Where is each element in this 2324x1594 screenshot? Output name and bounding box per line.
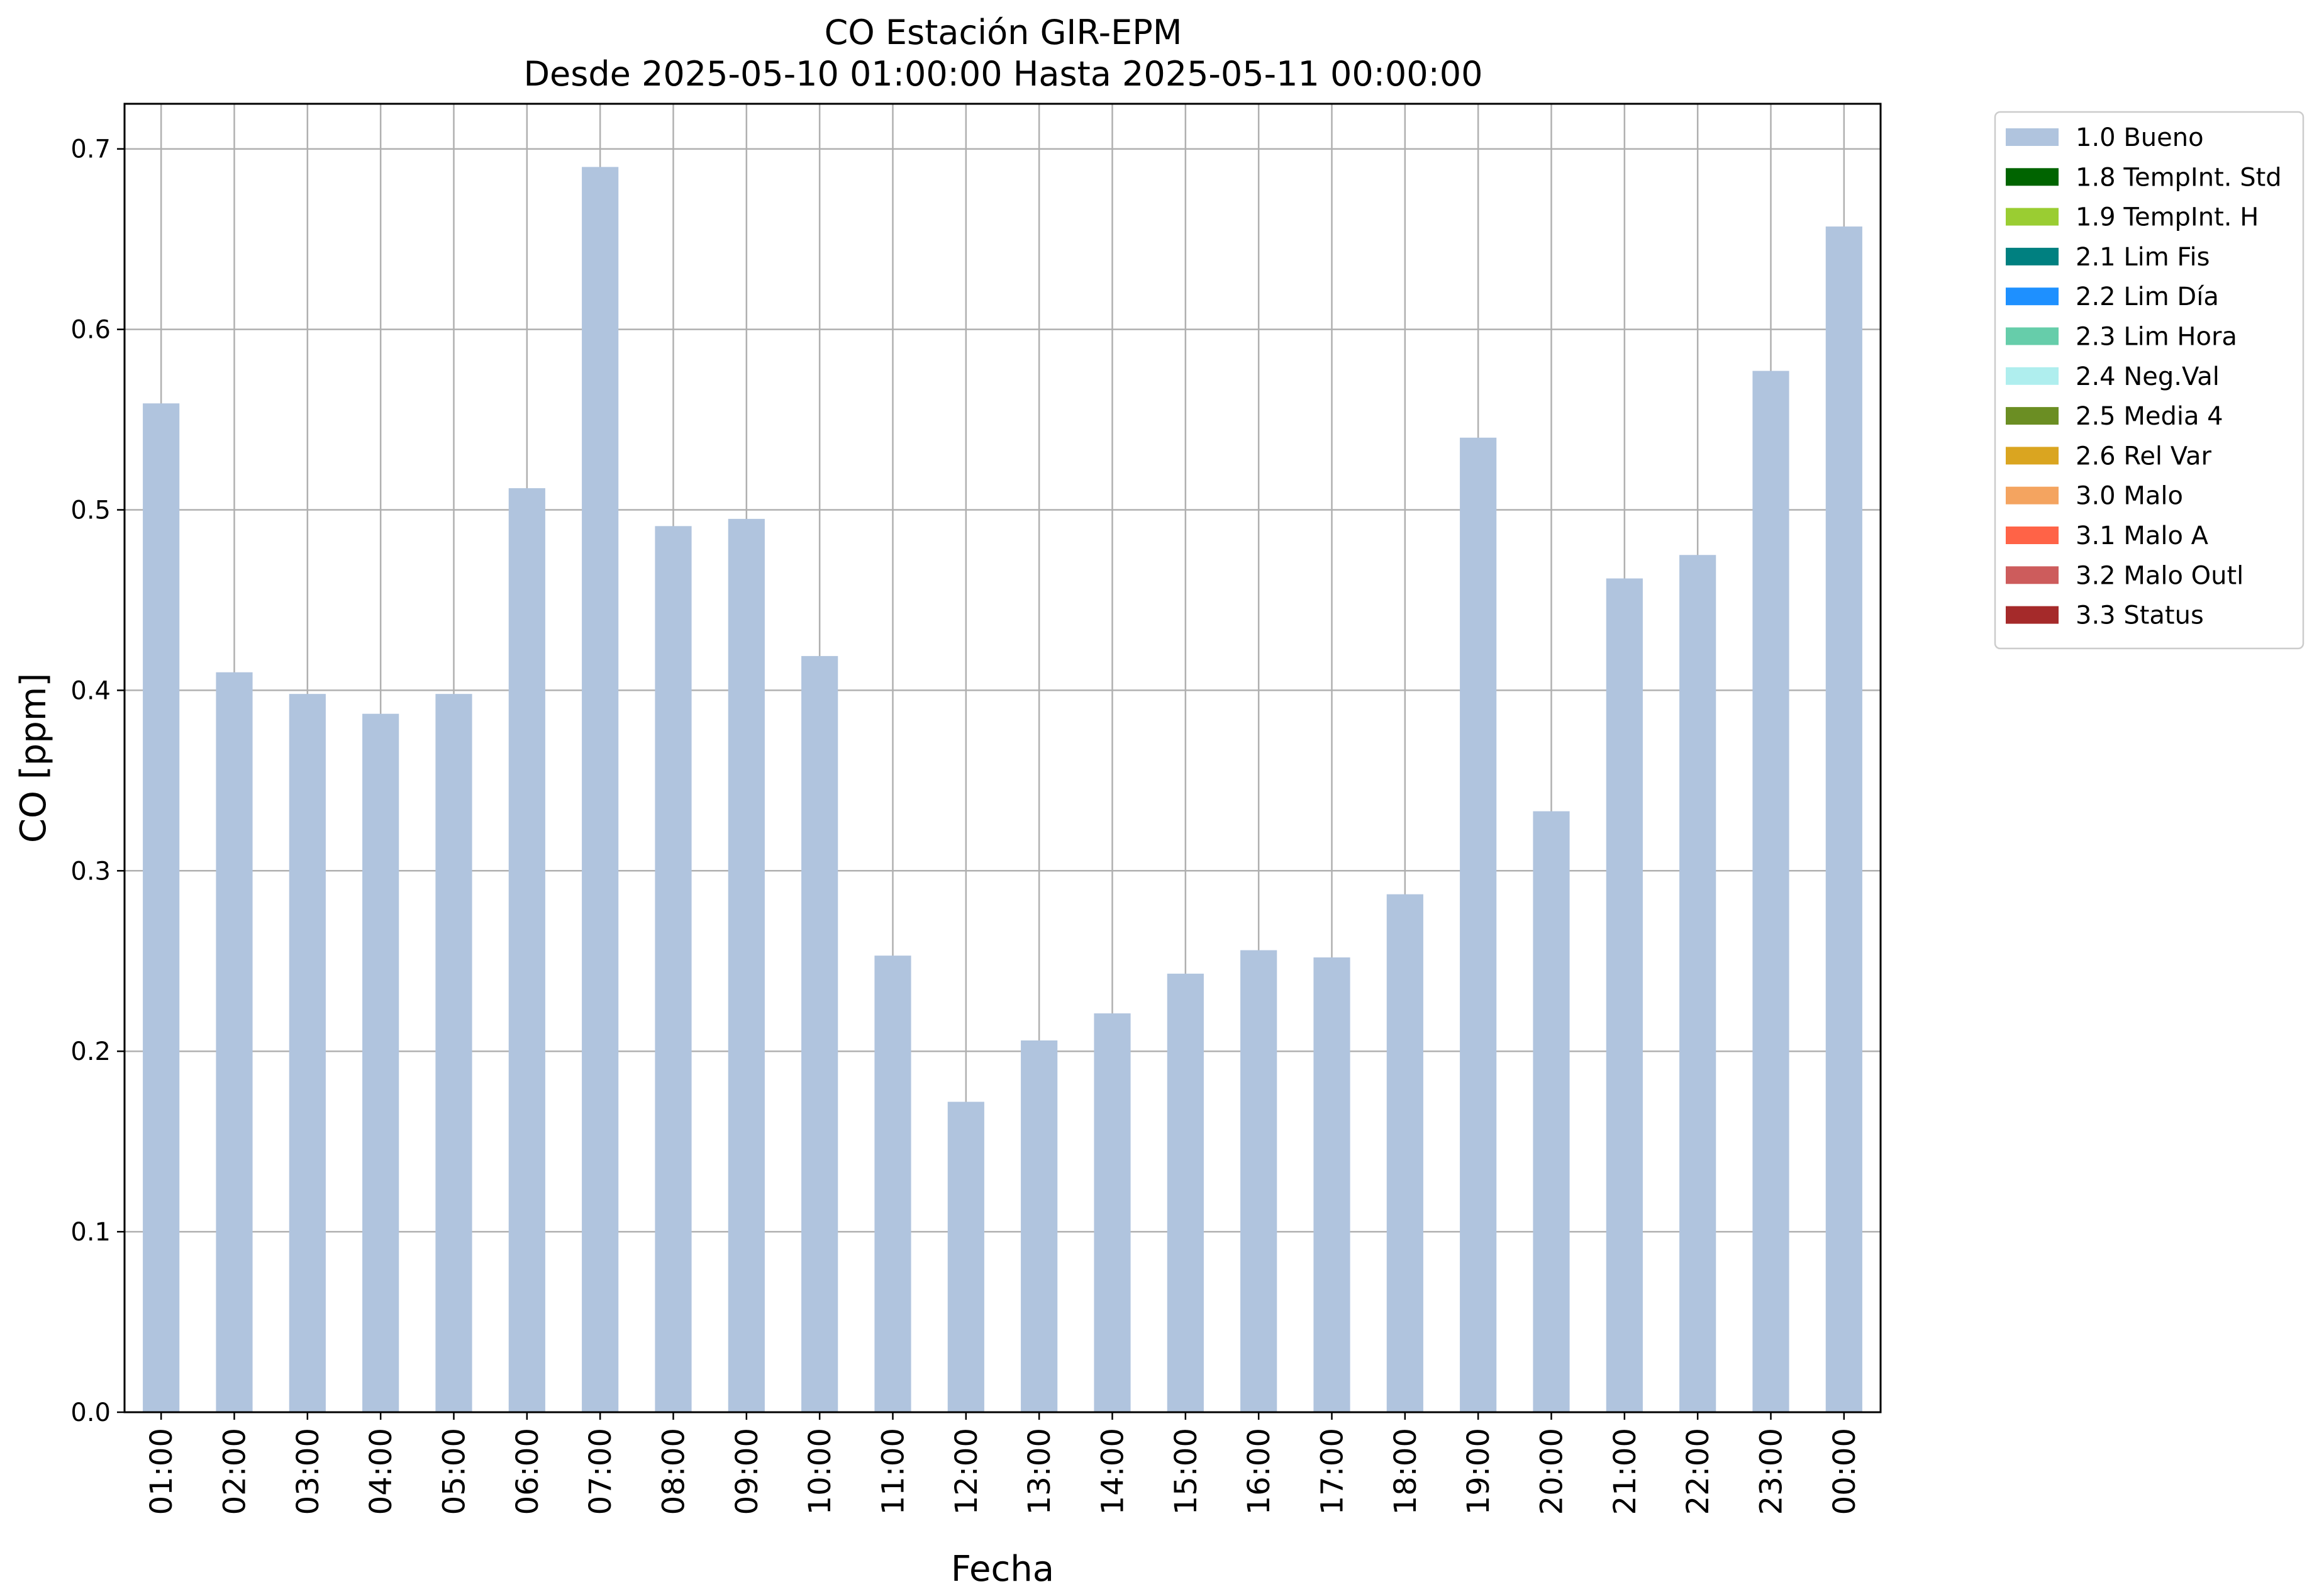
legend-swatch	[2006, 327, 2059, 345]
axes: 0.0 0.1 0.2 0.3 0.4 0.5 0.6 0.7 01:00 02:00 03:00 0…	[70, 135, 1862, 1515]
x-tick-label: 08:00	[657, 1428, 692, 1515]
bar-1300	[1021, 1040, 1058, 1412]
x-tick-label: 21:00	[1608, 1428, 1643, 1515]
bar-0300	[289, 694, 326, 1412]
x-tick-label: 15:00	[1169, 1428, 1204, 1515]
y-axis-label: CO [ppm]	[13, 673, 54, 843]
plot-frame	[123, 103, 1882, 1413]
bar-1900	[1460, 437, 1497, 1413]
legend-swatch	[2006, 208, 2059, 226]
bar-2000	[1533, 811, 1570, 1412]
x-tick-label: 20:00	[1535, 1428, 1570, 1515]
x-tick-label: 04:00	[364, 1428, 399, 1515]
x-tick-label: 10:00	[803, 1428, 838, 1515]
x-axis-label: Fecha	[951, 1549, 1054, 1590]
legend-label: 2.6 Rel Var	[2076, 442, 2212, 471]
legend-label: 3.2 Malo Outl	[2076, 561, 2243, 590]
x-tick-label: 11:00	[876, 1428, 911, 1515]
bar-0800	[655, 526, 692, 1413]
x-tick-label: 00:00	[1827, 1428, 1862, 1515]
x-tick-label: 06:00	[510, 1428, 545, 1515]
chart-title: CO Estación GIR-EPM	[825, 13, 1182, 52]
x-tick-label: 09:00	[730, 1428, 765, 1515]
x-tick-label: 05:00	[437, 1428, 472, 1515]
bar-0400	[362, 713, 399, 1412]
bars	[143, 167, 1862, 1413]
x-tick-label: 02:00	[218, 1428, 253, 1515]
bar-0200	[216, 672, 253, 1412]
x-tick-label: 18:00	[1388, 1428, 1423, 1515]
legend-label: 2.1 Lim Fis	[2076, 243, 2210, 272]
bar-1800	[1386, 894, 1423, 1412]
legend-swatch	[2006, 168, 2059, 186]
x-tick-label: 23:00	[1754, 1428, 1789, 1515]
legend-swatch	[2006, 407, 2059, 425]
bar-0000	[1825, 226, 1862, 1413]
legend-swatch	[2006, 606, 2059, 624]
y-tick-label: 0.1	[70, 1218, 111, 1247]
x-tick-label: 22:00	[1681, 1428, 1716, 1515]
bar-0700	[582, 167, 619, 1412]
x-tick-label: 12:00	[949, 1428, 984, 1515]
legend-label: 3.0 Malo	[2076, 482, 2183, 511]
legend-label: 2.4 Neg.Val	[2076, 362, 2220, 391]
legend-label: 2.3 Lim Hora	[2076, 323, 2237, 352]
legend-swatch	[2006, 486, 2059, 504]
bar-0100	[143, 403, 180, 1412]
legend-swatch	[2006, 367, 2059, 385]
y-tick-label: 0.3	[70, 857, 111, 886]
y-tick-label: 0.7	[70, 135, 111, 164]
legend-swatch	[2006, 247, 2059, 265]
x-tick-label: 03:00	[291, 1428, 326, 1515]
x-tick-label: 17:00	[1315, 1428, 1350, 1515]
bar-1700	[1313, 957, 1350, 1412]
legend-swatch	[2006, 128, 2059, 146]
legend-swatch	[2006, 527, 2059, 544]
bar-1100	[874, 956, 911, 1412]
y-tick-label: 0.5	[70, 496, 111, 525]
bar-1500	[1167, 973, 1204, 1412]
legend-swatch	[2006, 447, 2059, 465]
x-tick-label: 14:00	[1096, 1428, 1131, 1515]
legend-label: 3.3 Status	[2076, 601, 2204, 630]
bar-0600	[508, 488, 545, 1413]
legend: 1.0 Bueno 1.8 TempInt. Std 1.9 TempInt. H 2…	[1994, 111, 2305, 650]
bar-2200	[1679, 555, 1716, 1412]
bar-0500	[435, 694, 472, 1412]
legend-label: 1.0 Bueno	[2076, 123, 2204, 152]
legend-label: 1.9 TempInt. H	[2076, 203, 2259, 232]
x-tick-label: 01:00	[144, 1428, 179, 1515]
legend-swatch	[2006, 287, 2059, 306]
bar-0900	[728, 518, 765, 1412]
y-tick-label: 0.2	[70, 1037, 111, 1066]
legend-box	[1994, 111, 2305, 650]
y-tick-label: 0.0	[70, 1398, 111, 1427]
legend-label: 2.5 Media 4	[2076, 402, 2223, 431]
bar-1600	[1240, 950, 1277, 1412]
bar-2300	[1752, 371, 1789, 1412]
x-tick-label: 13:00	[1022, 1428, 1057, 1515]
legend-label: 2.2 Lim Día	[2076, 282, 2219, 311]
y-tick-label: 0.4	[70, 676, 111, 705]
legend-label: 1.8 TempInt. Std	[2076, 163, 2282, 192]
x-tick-label: 16:00	[1242, 1428, 1277, 1515]
legend-label: 3.1 Malo A	[2076, 521, 2209, 550]
bar-1000	[801, 655, 838, 1412]
x-tick-label: 19:00	[1461, 1428, 1496, 1515]
y-tick-label: 0.6	[70, 316, 111, 345]
bar-1200	[947, 1101, 984, 1412]
legend-swatch	[2006, 566, 2059, 584]
bar-2100	[1606, 578, 1643, 1413]
x-tick-label: 07:00	[583, 1428, 618, 1515]
bar-1400	[1094, 1013, 1131, 1412]
chart-subtitle: Desde 2025-05-10 01:00:00 Hasta 2025-05-…	[523, 54, 1482, 94]
